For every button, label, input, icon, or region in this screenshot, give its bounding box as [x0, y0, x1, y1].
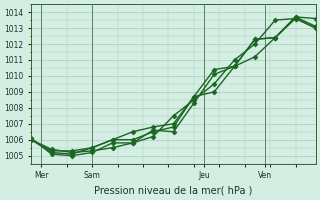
X-axis label: Pression niveau de la mer( hPa ): Pression niveau de la mer( hPa ): [94, 186, 253, 196]
